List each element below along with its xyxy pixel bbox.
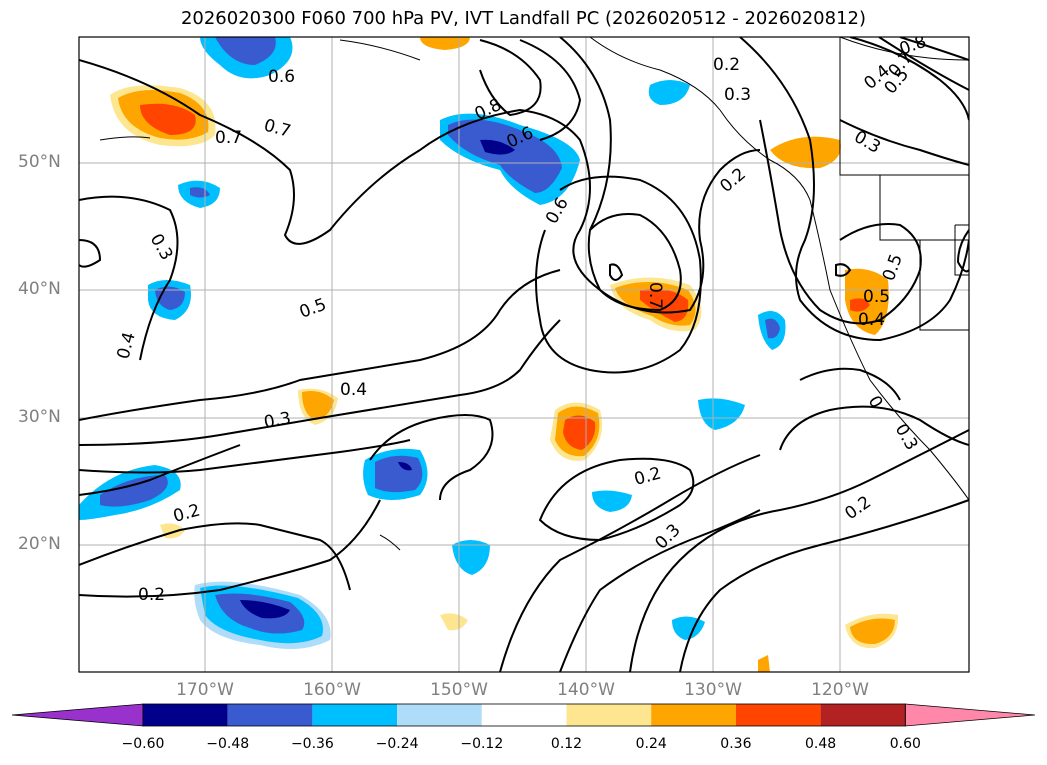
contour-label: 0.4 (858, 310, 885, 330)
contour-label: 0.2 (713, 55, 740, 75)
lon-label: 140°W (557, 680, 615, 700)
contour-label: 0.7 (215, 128, 242, 148)
colorbar-tick: 0.48 (805, 736, 837, 752)
colorbar-segment (143, 704, 228, 726)
lat-label: 30°N (18, 407, 61, 427)
colorbar-tick: 0.36 (720, 736, 752, 752)
lat-label: 20°N (18, 534, 61, 554)
lat-label: 40°N (18, 279, 61, 299)
colorbar-tick: 0.60 (889, 736, 921, 752)
contour-label: 0.7 (645, 282, 665, 309)
contour-label: 0.6 (268, 67, 295, 87)
colorbar-segment (566, 704, 652, 726)
lon-label: 160°W (303, 680, 361, 700)
lon-label: 130°W (684, 680, 742, 700)
colorbar-tick: 0.12 (550, 736, 583, 752)
colorbar (11, 703, 1036, 727)
colorbar-segment (735, 704, 821, 726)
contour-label: 0.3 (724, 85, 751, 105)
map-plot-area: 0.6 0.7 0.7 0.8 0.6 0.2 0.3 0.8 0.7 0.4 … (79, 37, 969, 672)
colorbar-tick: −0.24 (375, 736, 419, 752)
colorbar-segment (397, 704, 482, 726)
colorbar-tick: 0.24 (635, 736, 667, 752)
colorbar-over-extend (904, 703, 1036, 727)
map-frame (78, 36, 970, 673)
contour-label: 0.2 (138, 585, 165, 605)
colorbar-segment (312, 704, 398, 726)
lon-label: 150°W (430, 680, 488, 700)
contour-label: 0.3 (262, 409, 292, 433)
lon-label: 170°W (176, 680, 234, 700)
contour-label: 0.5 (863, 287, 890, 307)
pv-contours (79, 37, 969, 672)
colorbar-tick: −0.36 (290, 736, 334, 752)
colorbar-tick: −0.12 (460, 736, 504, 752)
colorbar-segment (651, 704, 736, 726)
colorbar-segment (227, 704, 313, 726)
map-title: 2026020300 F060 700 hPa PV, IVT Landfall… (180, 8, 867, 29)
lat-label: 50°N (18, 152, 61, 172)
colorbar-tick: −0.60 (121, 736, 165, 752)
contour-label: 0.4 (340, 380, 367, 400)
colorbar-segment (481, 704, 567, 726)
colorbar-under-extend (11, 703, 144, 727)
lon-label: 120°W (811, 680, 869, 700)
colorbar-segment (820, 704, 906, 726)
colorbar-tick: −0.48 (206, 736, 250, 752)
